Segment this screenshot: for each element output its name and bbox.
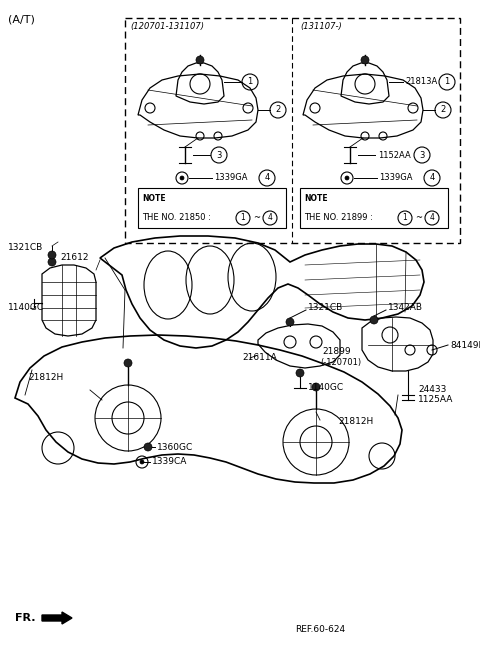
Circle shape [140,460,144,464]
Text: 2: 2 [440,105,445,115]
FancyArrow shape [42,612,72,624]
Text: 21899: 21899 [322,348,350,356]
Text: 4: 4 [267,214,273,223]
Circle shape [370,316,378,324]
Circle shape [345,176,349,180]
Text: 3: 3 [420,151,425,160]
Text: 4: 4 [430,174,434,183]
Text: ~: ~ [253,214,260,223]
Text: 1: 1 [247,77,252,86]
Text: (131107-): (131107-) [300,22,342,31]
Text: (A/T): (A/T) [8,14,35,24]
Text: 21813A: 21813A [405,77,437,86]
Text: 1140GC: 1140GC [8,303,44,312]
Text: 1140GC: 1140GC [308,383,344,392]
Circle shape [124,359,132,367]
Text: 24433: 24433 [418,386,446,394]
Circle shape [286,318,294,326]
Text: 1152AA: 1152AA [378,151,411,160]
Circle shape [48,251,56,259]
Text: REF.60-624: REF.60-624 [295,626,345,635]
Text: NOTE: NOTE [142,194,166,203]
Circle shape [196,56,204,64]
Text: 1: 1 [240,214,245,223]
FancyBboxPatch shape [125,18,460,243]
Text: 1360GC: 1360GC [157,443,193,451]
Text: 21612: 21612 [60,253,88,263]
Circle shape [144,443,152,451]
Text: 84149B: 84149B [450,341,480,350]
Circle shape [296,369,304,377]
Text: 1: 1 [444,77,450,86]
Text: (120701-131107): (120701-131107) [130,22,204,31]
Text: 21611A: 21611A [242,354,277,362]
Text: 3: 3 [216,151,222,160]
Text: 4: 4 [430,214,434,223]
FancyBboxPatch shape [300,188,448,228]
Text: 2: 2 [276,105,281,115]
Text: 1342AB: 1342AB [388,303,423,312]
Circle shape [48,258,56,266]
Text: 1125AA: 1125AA [418,396,454,405]
Text: ~: ~ [415,214,422,223]
Text: 1339GA: 1339GA [379,174,412,183]
Text: 1339GA: 1339GA [214,174,248,183]
Circle shape [180,176,184,180]
Text: 1321CB: 1321CB [308,303,343,312]
Text: 21812H: 21812H [338,417,373,426]
FancyBboxPatch shape [138,188,286,228]
Text: THE NO. 21899 :: THE NO. 21899 : [304,214,375,223]
Text: 4: 4 [264,174,270,183]
Text: THE NO. 21850 :: THE NO. 21850 : [142,214,214,223]
Text: 21812H: 21812H [28,373,63,383]
Text: 1339CA: 1339CA [152,457,187,466]
Text: NOTE: NOTE [304,194,328,203]
Circle shape [361,56,369,64]
Text: (-120701): (-120701) [320,358,361,367]
Text: FR.: FR. [15,613,36,623]
Text: 1321CB: 1321CB [8,244,43,252]
Text: 1: 1 [403,214,408,223]
Circle shape [312,383,320,391]
